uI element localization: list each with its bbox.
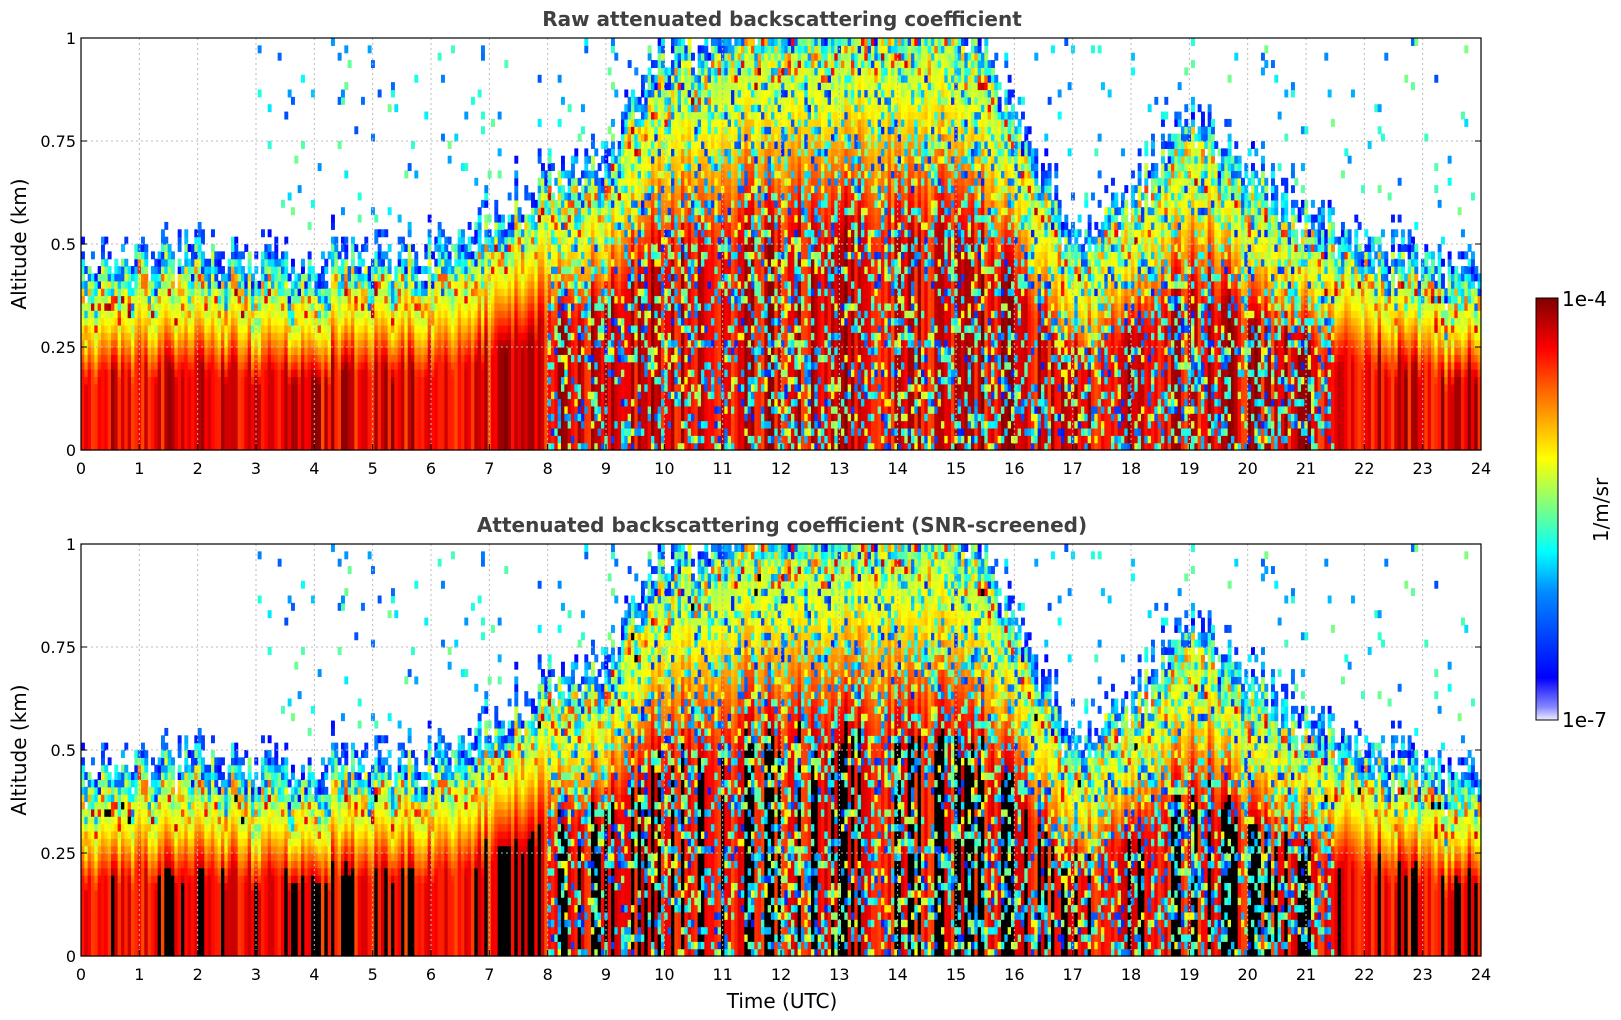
heatmap-cell (214, 273, 218, 281)
heatmap-cell (141, 237, 145, 245)
figure: Raw attenuated backscattering coefficien… (0, 0, 1621, 1020)
heatmap-cell (144, 259, 148, 267)
heatmap-cell (171, 273, 175, 281)
heatmap-cell (114, 259, 118, 267)
heatmap-cell (178, 244, 182, 252)
heatmap-cell (171, 259, 175, 267)
heatmap-cell (241, 251, 245, 259)
heatmap-cell (144, 244, 148, 252)
heatmap-cell (161, 229, 165, 237)
raw-backscatter-panel: Raw attenuated backscattering coefficien… (7, 7, 1491, 478)
heatmap-cell (164, 222, 168, 230)
heatmap-cell (144, 273, 148, 281)
heatmap-cell (248, 259, 252, 267)
heatmap-cell (201, 251, 205, 259)
heatmap-cell (241, 266, 245, 274)
heatmap-cell (184, 229, 188, 237)
heatmap-cell (201, 229, 205, 237)
heatmap-cell (234, 237, 238, 245)
heatmap-cell (184, 251, 188, 259)
heatmap-cell (221, 251, 225, 259)
heatmap-cell (164, 237, 168, 245)
heatmap-cell (171, 281, 175, 289)
heatmap-cell (221, 266, 225, 274)
heatmap-cell (218, 259, 222, 267)
heatmap-cell (108, 266, 112, 274)
heatmap-cell (88, 266, 92, 274)
heatmap-cell (184, 237, 188, 245)
heatmap-cell (104, 237, 108, 245)
heatmap-cell (211, 244, 215, 252)
heatmap-cell (201, 237, 205, 245)
heatmap-cell (101, 251, 105, 259)
heatmap-cell (178, 237, 182, 245)
heatmap-cell (121, 244, 125, 252)
heatmap-cell (104, 259, 108, 267)
heatmap-cell (124, 237, 128, 245)
heatmap-cell (198, 222, 202, 230)
heatmap-cell (101, 244, 105, 252)
heatmap-cell (234, 244, 238, 252)
heatmap-cell (171, 251, 175, 259)
heatmap-cell (248, 251, 252, 259)
heatmap-cell (124, 259, 128, 267)
heatmap-cell (144, 266, 148, 274)
heatmap-cell (171, 266, 175, 274)
heatmap-cell (151, 251, 155, 259)
heatmap-cell (144, 251, 148, 259)
heatmap-cell (238, 259, 242, 267)
heatmap-cell (168, 244, 172, 252)
heatmap-cell (211, 229, 215, 237)
heatmap-cell (178, 229, 182, 237)
heatmap-cell (198, 244, 202, 252)
heatmap-cell (128, 281, 132, 289)
heatmap-cell (244, 244, 248, 252)
raw-panel-title: Raw attenuated backscattering coefficien… (542, 7, 1022, 31)
heatmap-cell (248, 266, 252, 274)
heatmap-cell (178, 259, 182, 267)
heatmap-cell (91, 251, 95, 259)
heatmap-cell (108, 251, 112, 259)
